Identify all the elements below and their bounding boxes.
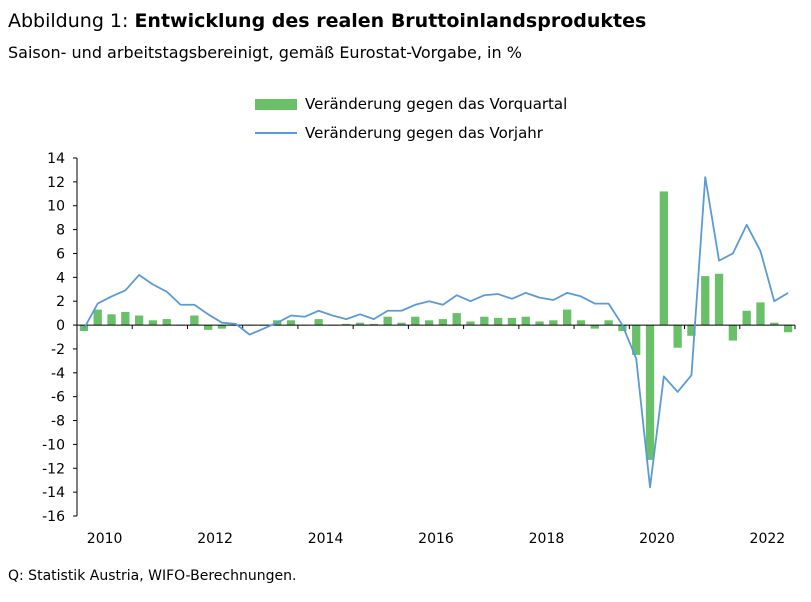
- bar-2019Q2: [590, 325, 599, 329]
- legend-label-year: Veränderung gegen das Vorjahr: [305, 124, 543, 142]
- x-tick-label: 2012: [197, 531, 233, 547]
- line-series-vorjahr: [83, 176, 789, 489]
- axes-group: [73, 157, 796, 517]
- bar-2022Q1: [742, 310, 751, 326]
- legend-label-quarter: Veränderung gegen das Vorquartal: [305, 95, 568, 113]
- bar-2011Q1: [134, 315, 144, 326]
- bar-2015Q4: [397, 322, 406, 326]
- y-tick-label: -12: [42, 461, 65, 477]
- bar-2014Q2: [314, 319, 323, 326]
- bar-2010Q3: [107, 314, 116, 326]
- bar-2016Q1: [411, 316, 420, 326]
- y-tick-label: -14: [42, 485, 65, 501]
- x-tick-labels: 2010 2012 2014 2016 2018 2020 2022: [87, 531, 785, 547]
- bar-2021Q1: [687, 325, 696, 336]
- legend-item-year: Veränderung gegen das Vorjahr: [255, 121, 567, 145]
- bar-2018Q3: [549, 320, 558, 326]
- source-note: Q: Statistik Austria, WIFO-Berechnungen.: [8, 568, 297, 584]
- bar-2015Q3: [383, 316, 392, 326]
- y-tick-label: -4: [51, 366, 65, 382]
- bar-2010Q4: [121, 311, 130, 326]
- bar-2022Q2: [756, 302, 765, 326]
- bar-2016Q2: [424, 320, 434, 326]
- y-tick-label: -8: [51, 414, 65, 430]
- bar-2021Q2: [701, 276, 710, 326]
- bar-2021Q3: [714, 273, 724, 326]
- bar-2017Q3: [493, 317, 503, 326]
- x-tick-label: 2020: [639, 531, 675, 547]
- y-tick-label: 10: [47, 199, 65, 215]
- bar-series-group: [79, 191, 793, 460]
- bar-2011Q2: [148, 320, 158, 326]
- legend: Veränderung gegen das Vorquartal Verände…: [255, 92, 567, 150]
- bar-2013Q4: [286, 320, 296, 326]
- bar-2019Q1: [576, 320, 586, 326]
- line-series-group: [83, 176, 789, 489]
- y-tick-label: 12: [47, 175, 65, 191]
- chart-title: Abbildung 1: Entwicklung des realen Brut…: [8, 10, 646, 32]
- title-main: Entwicklung des realen Bruttoinlandsprod…: [134, 10, 647, 32]
- bar-2016Q3: [438, 319, 448, 326]
- bar-2014Q4: [342, 323, 351, 326]
- bar-2018Q4: [563, 309, 572, 326]
- bar-2012Q2: [204, 325, 213, 330]
- bar-2019Q4: [618, 325, 627, 332]
- bar-2015Q2: [369, 323, 378, 326]
- x-tick-label: 2014: [308, 531, 344, 547]
- bar-2016Q4: [452, 313, 461, 326]
- y-tick-label: -10: [42, 437, 65, 453]
- bar-2021Q4: [728, 325, 737, 341]
- y-tick-label: -6: [51, 390, 65, 406]
- bar-2012Q1: [190, 315, 199, 326]
- y-tick-labels: 14 12 10 8 6 4 2 0 -2 -4 -6 -8 -10 -12 -14 -16: [42, 151, 65, 525]
- bar-2018Q1: [521, 316, 530, 326]
- y-tick-label: 2: [56, 294, 65, 310]
- x-tick-label: 2010: [87, 531, 123, 547]
- bar-2010Q2: [93, 309, 102, 326]
- legend-bar-swatch: [255, 98, 297, 110]
- chart-subtitle: Saison- und arbeitstagsbereinigt, gemäß …: [8, 43, 522, 62]
- y-tick-label: 8: [56, 223, 65, 239]
- bar-2022Q3: [770, 322, 779, 326]
- x-tick-label: 2018: [529, 531, 565, 547]
- y-tick-label: 6: [56, 246, 65, 262]
- bar-2011Q3: [162, 319, 171, 326]
- bar-2017Q2: [480, 316, 489, 326]
- x-tick-label: 2016: [418, 531, 454, 547]
- x-tick-label: 2022: [750, 531, 786, 547]
- bar-2017Q4: [507, 317, 517, 326]
- bar-2017Q1: [466, 321, 475, 326]
- bar-2020Q3: [659, 191, 668, 326]
- bar-2012Q3: [217, 325, 227, 329]
- y-tick-label: 4: [56, 270, 65, 286]
- legend-item-quarter: Veränderung gegen das Vorquartal: [255, 92, 567, 116]
- bar-2020Q2: [645, 325, 655, 460]
- bar-2015Q1: [355, 322, 365, 326]
- bar-2020Q1: [632, 325, 641, 355]
- bar-2018Q2: [535, 321, 544, 326]
- y-tick-label: 14: [47, 151, 65, 167]
- y-tick-label: -2: [51, 342, 65, 358]
- bar-2019Q3: [604, 320, 613, 326]
- legend-line-swatch: [255, 132, 297, 134]
- bar-2022Q4: [783, 325, 793, 333]
- title-prefix: Abbildung 1:: [8, 10, 135, 32]
- bar-2020Q4: [673, 325, 682, 348]
- y-tick-label: 0: [56, 318, 65, 334]
- y-tick-label: -16: [42, 509, 65, 525]
